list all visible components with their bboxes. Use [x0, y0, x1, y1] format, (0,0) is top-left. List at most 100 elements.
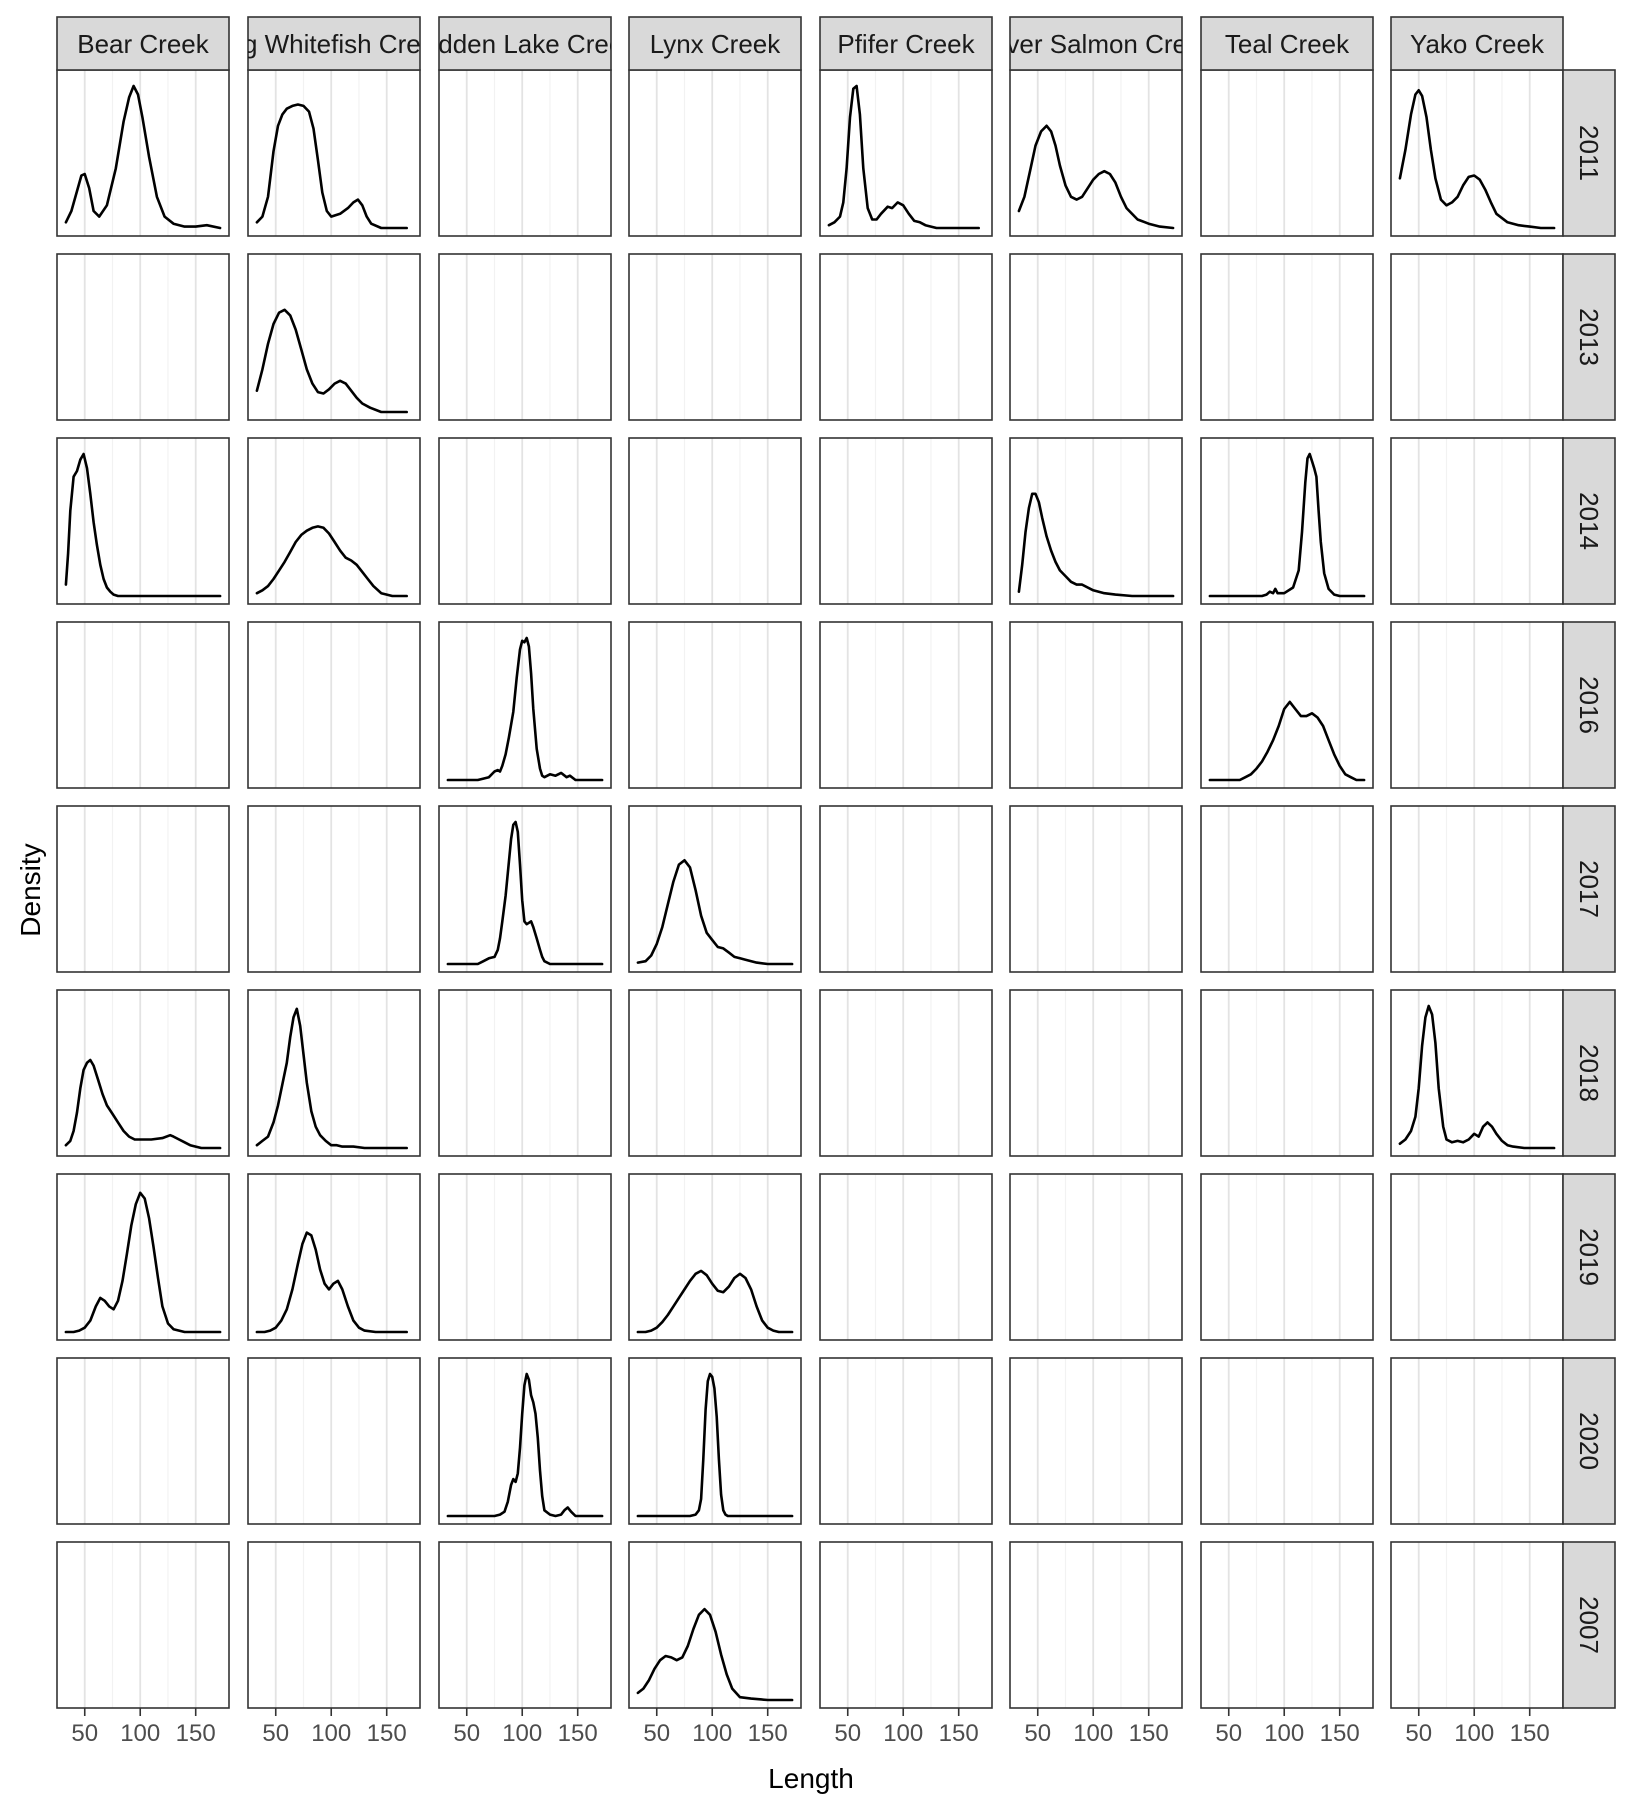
facet-panel-hidden-lake-creek-2013 — [439, 254, 611, 420]
panel-background — [1391, 990, 1563, 1156]
facet-panel-hidden-lake-creek-2016 — [439, 622, 611, 788]
x-tick-label: 50 — [1405, 1720, 1432, 1747]
panel-background — [57, 70, 229, 236]
panel-background — [1010, 990, 1182, 1156]
facet-panel-lynx-creek-2018 — [629, 990, 801, 1156]
panel-background — [629, 438, 801, 604]
panel-background — [820, 1358, 992, 1524]
x-tick-label: 100 — [1264, 1720, 1304, 1747]
facet-panel-yako-creek-2016 — [1391, 622, 1563, 788]
facet-panel-teal-creek-2014 — [1201, 438, 1373, 604]
x-tick-label: 50 — [71, 1720, 98, 1747]
panel-background — [1391, 622, 1563, 788]
x-tick-label: 150 — [1129, 1720, 1169, 1747]
facet-panel-big-whitefish-creek-2017 — [248, 806, 420, 972]
facet-panel-pfifer-creek-2017 — [820, 806, 992, 972]
panel-background — [1391, 70, 1563, 236]
facet-panel-teal-creek-2007 — [1201, 1542, 1373, 1708]
panel-background — [439, 1174, 611, 1340]
x-tick-label: 50 — [1024, 1720, 1051, 1747]
facet-panel-lynx-creek-2014 — [629, 438, 801, 604]
panel-background — [1391, 1358, 1563, 1524]
x-tick-label: 50 — [1215, 1720, 1242, 1747]
column-strip-label: Yako Creek — [1410, 29, 1545, 59]
panel-background — [1201, 438, 1373, 604]
panel-background — [57, 622, 229, 788]
facet-panel-yako-creek-2014 — [1391, 438, 1563, 604]
row-strip-label: 2007 — [1574, 1596, 1604, 1654]
facet-panel-hidden-lake-creek-2019 — [439, 1174, 611, 1340]
y-axis-label: Density — [15, 843, 46, 936]
facet-panel-yako-creek-2017 — [1391, 806, 1563, 972]
x-tick-label: 150 — [1510, 1720, 1550, 1747]
row-strip-label: 2018 — [1574, 1044, 1604, 1102]
facet-panel-lynx-creek-2020 — [629, 1358, 801, 1524]
panel-background — [820, 254, 992, 420]
x-tick-label: 50 — [643, 1720, 670, 1747]
facet-panel-pfifer-creek-2016 — [820, 622, 992, 788]
panel-background — [439, 70, 611, 236]
panel-background — [1391, 1174, 1563, 1340]
facet-panel-bear-creek-2011 — [57, 70, 229, 236]
facet-panel-silver-salmon-creek-2017 — [1010, 806, 1182, 972]
facet-panel-teal-creek-2017 — [1201, 806, 1373, 972]
panel-background — [1391, 1542, 1563, 1708]
row-strip-label: 2016 — [1574, 676, 1604, 734]
panel-background — [439, 622, 611, 788]
facet-panel-yako-creek-2013 — [1391, 254, 1563, 420]
x-tick-label: 150 — [939, 1720, 979, 1747]
facet-panel-pfifer-creek-2007 — [820, 1542, 992, 1708]
x-tick-label: 100 — [692, 1720, 732, 1747]
panel-background — [439, 990, 611, 1156]
panel-background — [820, 1174, 992, 1340]
facet-panel-hidden-lake-creek-2017 — [439, 806, 611, 972]
x-axis-label: Length — [768, 1763, 854, 1794]
x-tick-label: 50 — [262, 1720, 289, 1747]
x-tick-label: 100 — [502, 1720, 542, 1747]
facet-panel-teal-creek-2011 — [1201, 70, 1373, 236]
panel-background — [1201, 70, 1373, 236]
facet-panel-hidden-lake-creek-2018 — [439, 990, 611, 1156]
panel-background — [820, 1542, 992, 1708]
facet-panel-yako-creek-2011 — [1391, 70, 1563, 236]
row-strip-label: 2019 — [1574, 1228, 1604, 1286]
panel-background — [439, 438, 611, 604]
facet-panel-teal-creek-2018 — [1201, 990, 1373, 1156]
panel-background — [57, 1542, 229, 1708]
facet-panel-teal-creek-2013 — [1201, 254, 1373, 420]
facet-panel-big-whitefish-creek-2019 — [248, 1174, 420, 1340]
facet-panel-hidden-lake-creek-2007 — [439, 1542, 611, 1708]
column-strip-label: Silver Salmon Creek — [978, 29, 1216, 59]
column-strip-label: Pfifer Creek — [837, 29, 975, 59]
column-strip-label: Lynx Creek — [650, 29, 782, 59]
panel-background — [57, 1174, 229, 1340]
facet-panel-yako-creek-2020 — [1391, 1358, 1563, 1524]
column-strip-label: Hidden Lake Creek — [414, 29, 638, 59]
x-tick-label: 150 — [1320, 1720, 1360, 1747]
facet-panel-bear-creek-2013 — [57, 254, 229, 420]
panel-background — [629, 254, 801, 420]
panel-background — [1391, 254, 1563, 420]
facet-panel-big-whitefish-creek-2020 — [248, 1358, 420, 1524]
x-tick-label: 50 — [453, 1720, 480, 1747]
panel-background — [1201, 1358, 1373, 1524]
panel-background — [1391, 438, 1563, 604]
panel-background — [57, 806, 229, 972]
facet-panel-big-whitefish-creek-2018 — [248, 990, 420, 1156]
facet-panel-pfifer-creek-2018 — [820, 990, 992, 1156]
panel-grid: Bear Creek Big Whitefish CreekHidden Lake… — [57, 17, 1615, 1747]
panel-background — [248, 1542, 420, 1708]
facet-panel-bear-creek-2019 — [57, 1174, 229, 1340]
facet-panel-silver-salmon-creek-2013 — [1010, 254, 1182, 420]
x-tick-label: 50 — [834, 1720, 861, 1747]
row-strip-label: 2014 — [1574, 492, 1604, 550]
facet-panel-silver-salmon-creek-2018 — [1010, 990, 1182, 1156]
panel-background — [820, 990, 992, 1156]
facet-panel-yako-creek-2007 — [1391, 1542, 1563, 1708]
column-strip-label: Bear Creek — [77, 29, 209, 59]
row-strip-label: 2013 — [1574, 308, 1604, 366]
panel-background — [629, 1174, 801, 1340]
facet-panel-silver-salmon-creek-2020 — [1010, 1358, 1182, 1524]
panel-background — [629, 622, 801, 788]
